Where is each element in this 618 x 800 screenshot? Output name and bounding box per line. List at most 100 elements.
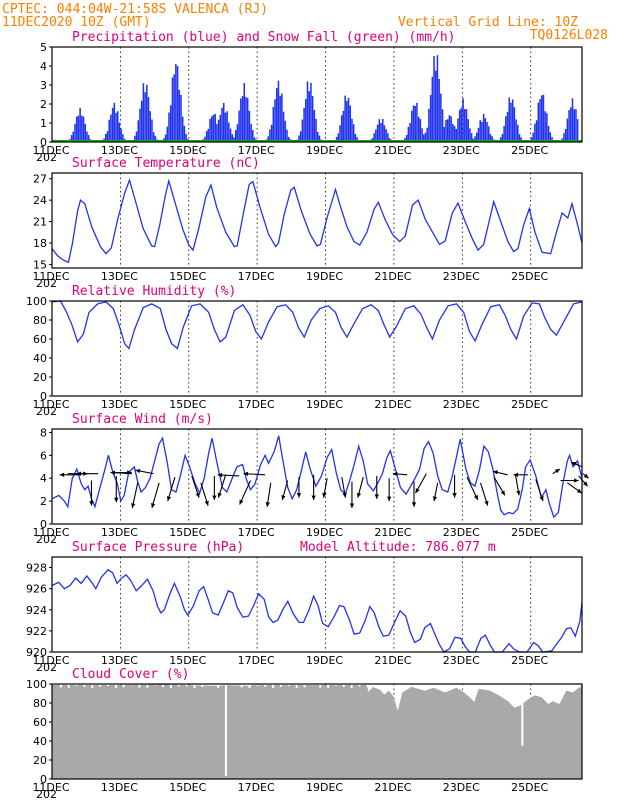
pressure-date-label: 11DEC [32,654,69,667]
precip-bar [530,137,533,142]
precip-bar [570,107,572,142]
precip-bar [105,133,107,142]
precip-bar [87,135,90,142]
precip-bar [419,118,422,142]
precip-bar [224,112,227,142]
precip-date-label: 21DEC [374,144,411,157]
wind-arrow-head [322,492,327,498]
cloud-gap [209,685,212,686]
cloud-gap [342,685,345,687]
cloud-gap [146,685,149,688]
run-code: TQ0126L028 [530,28,608,43]
wind-arrow-head [114,497,119,503]
precip-bar [204,136,206,142]
precip-bar [120,128,122,142]
precip-bar [344,95,346,142]
precip-bar [446,119,449,142]
precip-bar [118,122,121,142]
precip-bar [142,83,145,142]
precip-bar [501,133,504,142]
wind-ytick-label: 0 [40,518,47,531]
humidity-year-label: 202 [36,405,57,418]
precip-bar [489,134,492,142]
humidity-date-label: 21DEC [374,398,411,411]
wind-arrow-head [59,472,65,477]
humidity-ytick-label: 60 [33,333,47,346]
precip-bar [339,125,341,142]
precip-bar [573,109,575,142]
cloud-gap [460,685,463,687]
cloud-gap [507,685,510,688]
wind-arrow-head [311,495,316,500]
precip-bar [134,135,136,142]
temperature-date-label: 25DEC [511,270,548,283]
precip-date-label: 19DEC [306,144,343,157]
precip-bar [542,94,545,142]
precip-bar [458,109,461,142]
precip-bar [503,125,505,142]
cloud-gap [405,685,408,688]
precip-bar [70,135,73,142]
precip-bar [154,135,157,142]
wind-ytick-label: 2 [40,495,47,508]
wind-arrow-head [500,490,505,496]
precip-ytick-label: 5 [40,41,47,54]
cloud-ytick-label: 20 [33,754,47,767]
cloud-gap [287,685,290,686]
precip-bar [568,110,570,142]
cloud-gap [500,685,503,688]
cloud-gap [217,685,220,688]
precip-bar [462,98,464,142]
precip-bar [407,126,410,142]
precip-bar [426,127,428,142]
pressure-date-label: 23DEC [443,654,480,667]
precip-bar [231,134,234,142]
precip-ytick-label: 4 [40,60,47,73]
wind-date-label: 23DEC [443,526,480,539]
cloud-gap [59,685,62,688]
wind-arrow-head [513,472,518,477]
precip-bar [378,119,381,142]
cloud-gap [122,685,125,688]
precip-bar [152,132,155,142]
wind-arrow-head [452,493,457,498]
precip-bar [241,96,244,142]
cloud-gap [256,685,259,687]
precip-bar [106,131,109,142]
wind-arrow-head [131,503,136,508]
precip-bar [277,80,280,142]
cloud-gap [327,685,330,688]
precip-bar [469,128,471,142]
precip-bar [482,113,485,142]
precip-date-label: 15DEC [169,144,206,157]
wind-arrow-head [217,472,223,478]
precip-bar [146,84,148,142]
cloud-gap [162,685,165,688]
precip-bar [306,81,309,142]
precip-bar [246,98,249,142]
precip-bar [505,116,507,142]
precip-bar [282,111,285,142]
temperature-date-label: 11DEC [32,270,69,283]
cloud-gap [272,685,275,688]
precip-date-label: 11DEC [32,144,69,157]
cloud-gap [107,685,110,687]
precip-bar [539,99,541,142]
wind-ytick-label: 6 [40,449,47,462]
precip-bar [335,137,338,142]
precip-bar [424,132,427,142]
precip-bar [508,97,511,142]
precip-bar [564,129,567,142]
precip-bar [115,112,117,142]
precip-bar [405,134,408,142]
wind-frame [51,428,583,525]
precip-bar [436,55,439,142]
precip-bar [267,136,269,142]
precip-bar [122,134,124,142]
wind-arrow-head [516,490,521,496]
precip-bar [236,124,239,142]
precip-bar [250,123,252,142]
precip-bar [417,116,420,142]
cloud-gap [366,685,369,687]
